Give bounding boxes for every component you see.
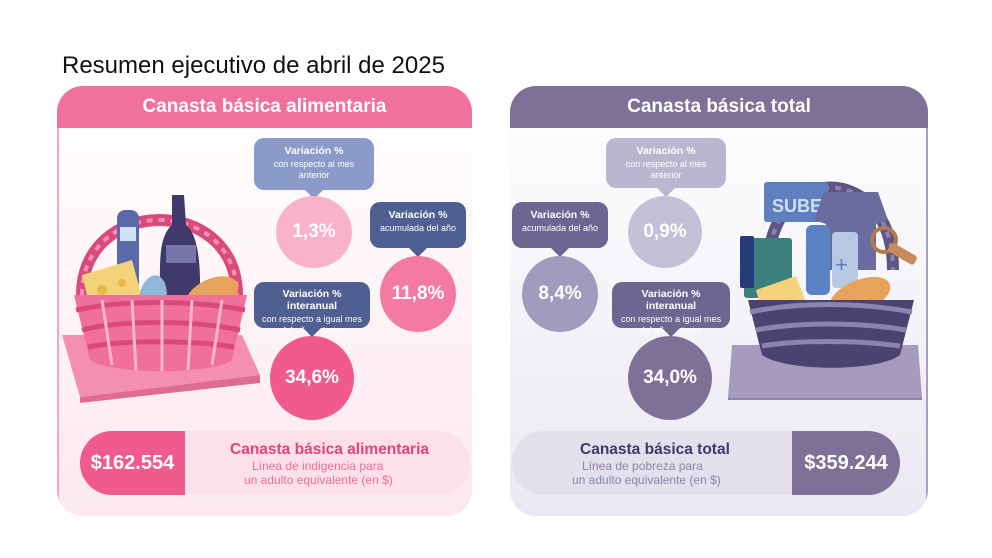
- cba-accumulated-subtitle: acumulada del año: [379, 223, 457, 233]
- cba-footer: $162.554 Canasta básica alimentaria Líne…: [80, 431, 470, 495]
- cba-monthly-value: 1,3%: [276, 196, 352, 268]
- cbt-footer-title: Canasta básica total: [580, 441, 730, 458]
- cbt-monthly-value: 0,9%: [628, 196, 702, 268]
- cbt-accumulated-title: Variación %: [530, 209, 590, 221]
- cbt-footer-line2: un adulto equivalente (en $): [572, 473, 721, 487]
- cba-accumulated-bubble: Variación % acumulada del año: [370, 202, 466, 257]
- cba-panel-border: [57, 128, 59, 516]
- cba-interannual-title: Variación % interanual: [282, 288, 342, 312]
- goods-basket-illustration: SUBE +: [728, 181, 922, 400]
- cbt-amount: $359.244: [792, 431, 900, 495]
- cba-monthly-subtitle: con respecto al mes anterior: [273, 159, 355, 180]
- cbt-footer-line1: Línea de pobreza para: [582, 459, 703, 473]
- cbt-interannual-value: 34,0%: [628, 336, 712, 420]
- cbt-accumulated-bubble: Variación % acumulada del año: [512, 202, 608, 257]
- cba-footer-line1: Línea de indigencia para: [252, 459, 384, 473]
- cbt-accumulated-subtitle: acumulada del año: [521, 223, 599, 233]
- cbt-panel-header: Canasta básica total: [510, 86, 928, 128]
- cba-interannual-value: 34,6%: [270, 336, 354, 420]
- cba-interannual-bubble: Variación % interanual con respecto a ig…: [254, 282, 370, 337]
- cba-accumulated-value: 11,8%: [380, 256, 456, 332]
- cbt-footer: $359.244 Canasta básica total Línea de p…: [512, 431, 904, 495]
- cbt-accumulated-value: 8,4%: [522, 256, 598, 332]
- food-basket-illustration: [62, 195, 260, 403]
- cbt-interannual-title: Variación % interanual: [641, 288, 701, 312]
- cbt-interannual-bubble: Variación % interanual con respecto a ig…: [612, 282, 730, 337]
- cba-footer-title: Canasta básica alimentaria: [230, 441, 430, 458]
- cba-panel-header: Canasta básica alimentaria: [57, 86, 472, 128]
- cba-monthly-title: Variación %: [284, 145, 344, 157]
- cba-footer-line2: un adulto equivalente (en $): [244, 473, 393, 487]
- cbt-monthly-bubble: Variación % con respecto al mes anterior: [606, 138, 726, 197]
- sube-card-label: SUBE: [772, 196, 822, 216]
- cba-amount: $162.554: [80, 431, 185, 495]
- svg-text:+: +: [835, 252, 848, 277]
- cbt-monthly-title: Variación %: [636, 145, 696, 157]
- cba-monthly-bubble: Variación % con respecto al mes anterior: [254, 138, 374, 199]
- cba-accumulated-title: Variación %: [388, 209, 448, 221]
- page-title: Resumen ejecutivo de abril de 2025: [62, 52, 445, 79]
- cbt-panel-border: [926, 128, 928, 516]
- cbt-monthly-subtitle: con respecto al mes anterior: [625, 159, 707, 180]
